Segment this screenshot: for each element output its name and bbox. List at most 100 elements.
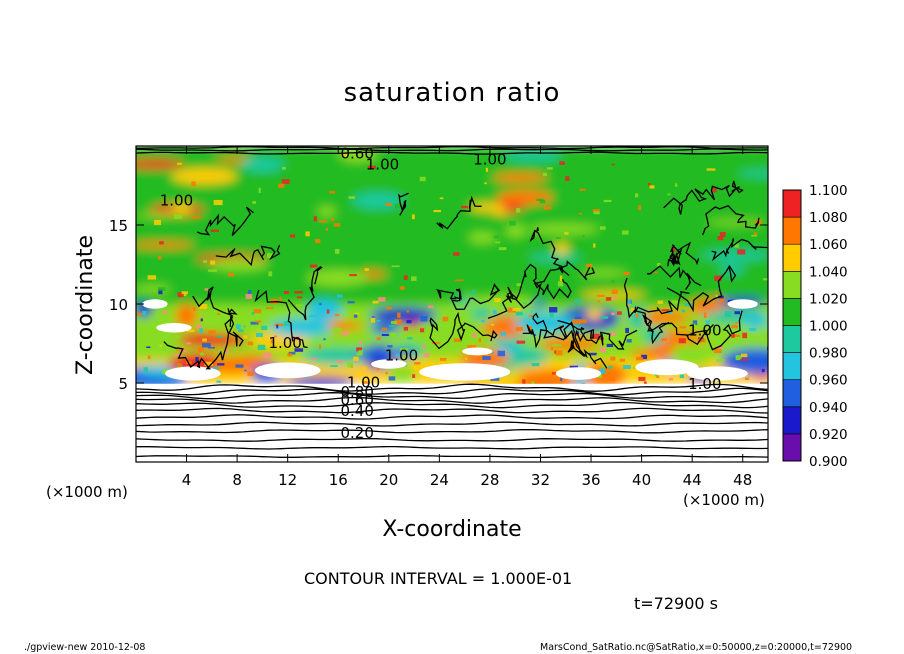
plot-area: 0.601.00 1.001.001.001.001.001.001.000.80… (136, 146, 768, 462)
field-speckle (208, 346, 215, 349)
field-speckle (154, 219, 162, 225)
field-speckle (163, 309, 167, 315)
field-speckle (427, 305, 434, 309)
field-speckle (381, 327, 388, 331)
field-speckle (356, 347, 362, 352)
field-speckle (400, 348, 409, 351)
x-tick-label: 32 (531, 471, 550, 489)
field-speckle (744, 377, 750, 380)
field-speckle (588, 352, 597, 356)
field-speckle (290, 234, 296, 238)
contour-line (215, 244, 281, 267)
field-speckle (403, 326, 409, 331)
field-speckle (309, 314, 318, 318)
field-speckle (528, 314, 533, 318)
field-speckle (742, 332, 748, 339)
field-speckle (516, 283, 523, 287)
contour-line (510, 263, 572, 300)
field-speckle (715, 290, 718, 294)
field-speckle (358, 350, 363, 353)
field-speckle (647, 183, 652, 186)
field-speckle (705, 320, 710, 324)
field-speckle (586, 263, 593, 268)
field-speckle (509, 220, 516, 226)
field-speckle (173, 214, 183, 219)
field-speckle (493, 235, 499, 239)
contour-line (136, 454, 768, 459)
field-speckle (465, 357, 468, 360)
field-speckle (482, 356, 491, 361)
field-speckle (753, 232, 758, 236)
field-speckle (416, 199, 424, 201)
field-speckle (333, 327, 341, 333)
field-speckle (611, 312, 615, 316)
colorbar-swatch (782, 352, 802, 381)
field-speckle (250, 321, 259, 325)
field-blob (419, 363, 511, 381)
field-speckle (657, 300, 664, 304)
field-speckle (203, 260, 208, 264)
field-speckle (356, 352, 363, 356)
field-speckle (630, 308, 637, 313)
contour-label: 1.00 (347, 373, 380, 391)
field-speckle (284, 321, 291, 326)
field-layer-detail (136, 153, 768, 389)
field-speckle (626, 176, 630, 180)
field-speckle (179, 350, 187, 353)
field-band (136, 146, 768, 304)
field-speckle (274, 335, 277, 338)
field-speckle (243, 325, 246, 328)
colorbar-swatch (782, 216, 802, 245)
field-speckle (331, 218, 335, 221)
field-speckle (313, 216, 318, 222)
field-speckle (617, 311, 622, 315)
field-blob (555, 367, 602, 380)
contour-line (667, 241, 700, 267)
field-speckle (147, 355, 151, 360)
field-speckle (411, 214, 415, 220)
field-speckle (638, 376, 646, 381)
field-speckle (515, 311, 523, 316)
field-speckle (422, 346, 426, 350)
field-speckle (274, 323, 284, 327)
field-speckle (388, 376, 396, 381)
field-speckle (406, 310, 409, 313)
field-blob (505, 224, 527, 238)
colorbar-label: 1.060 (809, 237, 848, 253)
field-speckle (216, 313, 220, 316)
field-speckle (536, 198, 544, 201)
field-speckle (716, 346, 723, 349)
x-tick-label: 44 (683, 471, 702, 489)
field-speckle (386, 306, 393, 310)
field-speckle (430, 218, 439, 224)
field-speckle (656, 263, 661, 267)
field-speckle (762, 278, 768, 281)
field-speckle (735, 322, 738, 324)
field-speckle (142, 310, 147, 316)
field-blob (171, 203, 193, 215)
field-blob (743, 314, 768, 328)
field-speckle (330, 365, 338, 367)
field-speckle (649, 185, 655, 189)
field-speckle (724, 311, 732, 317)
field-speckle (244, 369, 247, 372)
contour-label: 1.00 (473, 151, 506, 169)
field-speckle (257, 344, 266, 351)
field-speckle (255, 332, 263, 337)
field-speckle (347, 362, 354, 368)
field-speckle (563, 320, 571, 325)
field-speckle (399, 286, 405, 290)
field-speckle (192, 307, 196, 311)
field-speckle (610, 356, 616, 361)
field-blob (338, 147, 377, 162)
contour-line (136, 445, 768, 450)
field-blob (469, 203, 507, 212)
field-speckle (531, 381, 535, 384)
field-speckle (592, 209, 600, 212)
field-speckle (423, 353, 430, 358)
field-speckle (461, 205, 469, 209)
field-speckle (611, 163, 615, 166)
field-speckle (391, 321, 397, 324)
field-speckle (268, 271, 273, 277)
field-speckle (376, 319, 381, 322)
